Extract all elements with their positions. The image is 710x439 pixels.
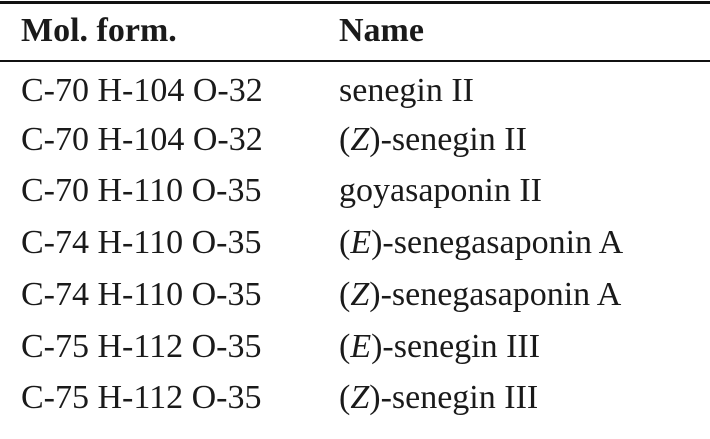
table-row-5-name: (E)-senegin III xyxy=(339,330,540,364)
name-prefix: ( xyxy=(339,276,351,313)
name-suffix: senegin II xyxy=(339,72,475,109)
name-suffix: )-senegin II xyxy=(369,121,527,158)
table-row-1-formula: C-70 H-104 O-32 xyxy=(21,121,263,158)
name-italic: E xyxy=(350,224,372,261)
table-row-4-name: (Z)-senegasaponin A xyxy=(339,278,621,312)
name-italic: Z xyxy=(350,121,370,158)
name-italic: Z xyxy=(350,379,370,416)
name-prefix: ( xyxy=(339,121,351,158)
table-row-2-formula: C-70 H-110 O-35 xyxy=(21,172,262,209)
table-row-3-name: (E)-senegasaponin A xyxy=(339,226,623,260)
table-row-1-name: (Z)-senegin II xyxy=(339,123,527,157)
table-row-0-formula: C-70 H-104 O-32 xyxy=(21,72,263,109)
name-suffix: goyasaponin II xyxy=(339,172,543,209)
top-rule xyxy=(0,1,710,4)
table-row-6-name: (Z)-senegin III xyxy=(339,381,538,415)
name-suffix: )-senegin III xyxy=(369,379,539,416)
table-row-6-formula: C-75 H-112 O-35 xyxy=(21,379,262,416)
header-name: Name xyxy=(339,12,424,49)
table-row-0-name: senegin II xyxy=(339,74,474,108)
name-italic: E xyxy=(350,328,372,365)
name-prefix: ( xyxy=(339,379,351,416)
name-suffix: )-senegasaponin A xyxy=(371,224,624,261)
name-prefix: ( xyxy=(339,328,351,365)
name-suffix: )-senegasaponin A xyxy=(369,276,622,313)
name-prefix: ( xyxy=(339,224,351,261)
table-row-2-name: goyasaponin II xyxy=(339,174,542,208)
name-suffix: )-senegin III xyxy=(371,328,541,365)
name-italic: Z xyxy=(350,276,370,313)
header-formula: Mol. form. xyxy=(21,12,177,49)
header-rule xyxy=(0,60,710,62)
table-row-4-formula: C-74 H-110 O-35 xyxy=(21,276,262,313)
table-row-3-formula: C-74 H-110 O-35 xyxy=(21,224,262,261)
table-row-5-formula: C-75 H-112 O-35 xyxy=(21,328,262,365)
